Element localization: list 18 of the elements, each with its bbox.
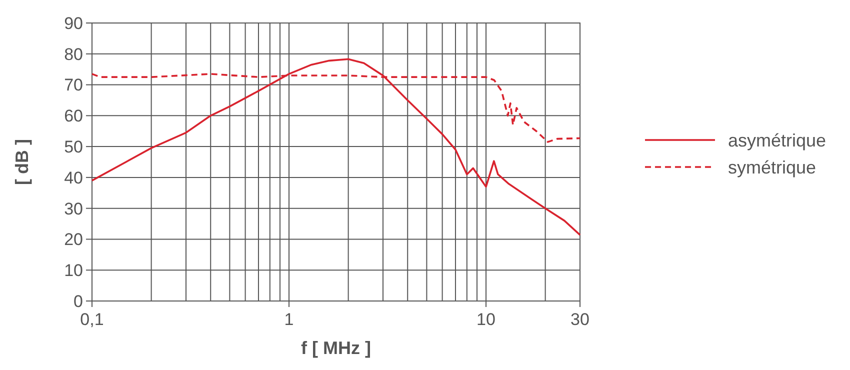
y-tick-label: 80 bbox=[64, 44, 83, 64]
legend-label: asymétrique bbox=[728, 130, 826, 150]
y-tick-label: 90 bbox=[64, 14, 83, 33]
y-tick-label: 10 bbox=[64, 261, 83, 280]
y-tick-label: 70 bbox=[64, 76, 83, 95]
y-tick-label: 0 bbox=[74, 292, 83, 311]
y-axis-title: [ dB ] bbox=[12, 139, 32, 185]
y-tick-label: 50 bbox=[64, 138, 83, 157]
x-tick-label: 10 bbox=[476, 310, 496, 329]
legend-label: symétrique bbox=[728, 157, 816, 178]
y-tick-label: 60 bbox=[64, 106, 83, 126]
x-tick-label: 30 bbox=[570, 310, 590, 329]
y-tick-label: 30 bbox=[64, 199, 83, 218]
x-tick-label: 1 bbox=[284, 310, 294, 329]
x-tick-label: 0,1 bbox=[80, 310, 104, 329]
y-tick-label: 40 bbox=[64, 168, 83, 188]
y-tick-label: 20 bbox=[64, 230, 83, 250]
x-axis-title: f [ MHz ] bbox=[301, 338, 371, 358]
